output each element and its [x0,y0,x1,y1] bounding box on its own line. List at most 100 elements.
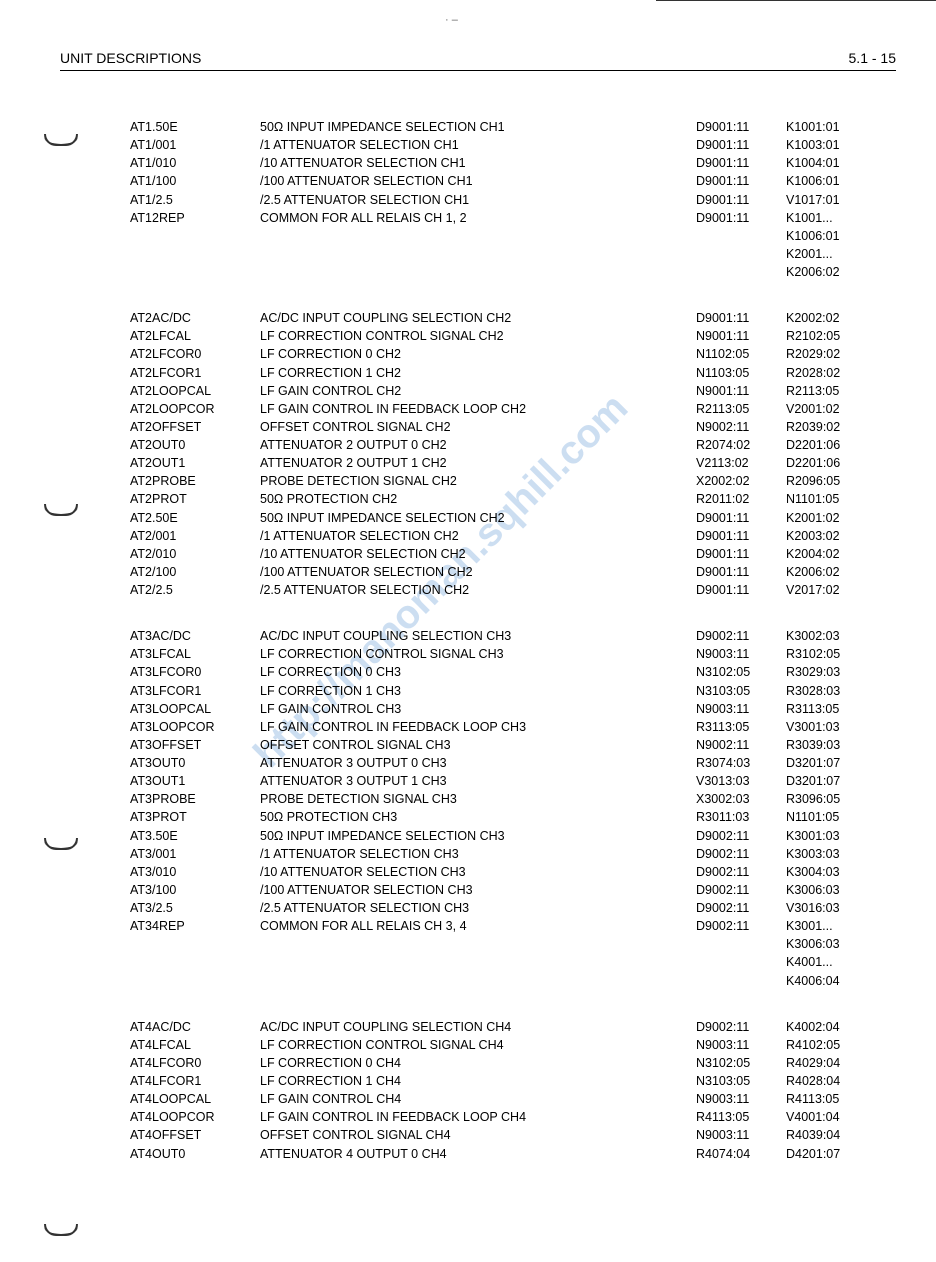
signal-id: AT3/2.5 [130,899,260,917]
ref-b: N1101:05 [786,808,876,826]
ref-b: K2001... [786,245,876,263]
signal-id: AT3LFCOR0 [130,663,260,681]
ref-b: K1006:01 [786,227,876,245]
table-row: AT3LFCOR1LF CORRECTION 1 CH3N3103:05R302… [130,682,876,700]
top-separator-mark: · – [445,14,505,26]
signal-description: /1 ATTENUATOR SELECTION CH2 [260,527,696,545]
ref-b: R4113:05 [786,1090,876,1108]
signal-description: LF GAIN CONTROL CH2 [260,382,696,400]
ref-b: K4006:04 [786,972,876,990]
signal-group: AT2AC/DCAC/DC INPUT COUPLING SELECTION C… [130,309,876,599]
signal-description: /100 ATTENUATOR SELECTION CH3 [260,881,696,899]
signal-description: LF CORRECTION CONTROL SIGNAL CH4 [260,1036,696,1054]
ref-a: R3113:05 [696,718,786,736]
signal-id: AT2LFCAL [130,327,260,345]
signal-id: AT3OUT0 [130,754,260,772]
table-row: AT1/010/10 ATTENUATOR SELECTION CH1D9001… [130,154,876,172]
signal-description: /2.5 ATTENUATOR SELECTION CH1 [260,191,696,209]
signal-description: ATTENUATOR 3 OUTPUT 1 CH3 [260,772,696,790]
signal-description: LF GAIN CONTROL IN FEEDBACK LOOP CH3 [260,718,696,736]
ref-a: R3074:03 [696,754,786,772]
ref-b: D3201:07 [786,772,876,790]
signal-description: OFFSET CONTROL SIGNAL CH3 [260,736,696,754]
signal-id: AT1/2.5 [130,191,260,209]
signal-id: AT1/100 [130,172,260,190]
signal-group: AT1.50E50Ω INPUT IMPEDANCE SELECTION CH1… [130,118,876,281]
ref-a: V3013:03 [696,772,786,790]
ref-a: D9002:11 [696,1018,786,1036]
table-row-continuation: ...K2001... [130,245,876,263]
signal-id: AT4OFFSET [130,1126,260,1144]
ref-a: N3103:05 [696,682,786,700]
ref-a: D9002:11 [696,863,786,881]
table-row: AT2/010/10 ATTENUATOR SELECTION CH2D9001… [130,545,876,563]
ref-b: K2006:02 [786,563,876,581]
table-row: AT3AC/DCAC/DC INPUT COUPLING SELECTION C… [130,627,876,645]
table-row-continuation: ...K1006:01 [130,227,876,245]
signal-description: OFFSET CONTROL SIGNAL CH2 [260,418,696,436]
signal-id: AT1/010 [130,154,260,172]
ref-b: K3006:03 [786,881,876,899]
signal-id: AT3AC/DC [130,627,260,645]
signal-description: /10 ATTENUATOR SELECTION CH1 [260,154,696,172]
ref-a: D9001:11 [696,527,786,545]
top-right-line [656,0,936,1]
signal-id: AT3/001 [130,845,260,863]
signal-description: ATTENUATOR 3 OUTPUT 0 CH3 [260,754,696,772]
table-row: AT3/010/10 ATTENUATOR SELECTION CH3D9002… [130,863,876,881]
signal-id: AT2LOOPCAL [130,382,260,400]
ref-a: N3102:05 [696,663,786,681]
table-row: AT2LFCALLF CORRECTION CONTROL SIGNAL CH2… [130,327,876,345]
signal-description: ATTENUATOR 2 OUTPUT 1 CH2 [260,454,696,472]
signal-id: AT2LFCOR0 [130,345,260,363]
ref-b: R2039:02 [786,418,876,436]
table-row: AT3/001/1 ATTENUATOR SELECTION CH3D9002:… [130,845,876,863]
margin-mark-icon [44,128,78,146]
ref-a: D9001:11 [696,581,786,599]
ref-a: R2011:02 [696,490,786,508]
ref-a: R4113:05 [696,1108,786,1126]
signal-id: AT1/001 [130,136,260,154]
signal-group: AT3AC/DCAC/DC INPUT COUPLING SELECTION C… [130,627,876,990]
signal-id: AT4LFCAL [130,1036,260,1054]
ref-a: D9001:11 [696,545,786,563]
table-row-continuation: ...K4006:04 [130,972,876,990]
table-row: AT3OUT0ATTENUATOR 3 OUTPUT 0 CH3R3074:03… [130,754,876,772]
table-row: AT34REPCOMMON FOR ALL RELAIS CH 3, 4D900… [130,917,876,935]
ref-a: D9002:11 [696,917,786,935]
ref-b: R3102:05 [786,645,876,663]
ref-b: R4029:04 [786,1054,876,1072]
signal-description: LF CORRECTION CONTROL SIGNAL CH3 [260,645,696,663]
ref-b: R4028:04 [786,1072,876,1090]
signal-description: LF CORRECTION CONTROL SIGNAL CH2 [260,327,696,345]
table-row: AT3OFFSETOFFSET CONTROL SIGNAL CH3N9002:… [130,736,876,754]
table-row: AT3PROBEPROBE DETECTION SIGNAL CH3X3002:… [130,790,876,808]
table-row: AT1.50E50Ω INPUT IMPEDANCE SELECTION CH1… [130,118,876,136]
signal-table: AT1.50E50Ω INPUT IMPEDANCE SELECTION CH1… [130,118,876,1191]
ref-b: R4102:05 [786,1036,876,1054]
ref-b: K2003:02 [786,527,876,545]
ref-a: N9001:11 [696,382,786,400]
signal-description: COMMON FOR ALL RELAIS CH 3, 4 [260,917,696,935]
ref-b: K1003:01 [786,136,876,154]
signal-description: LF GAIN CONTROL IN FEEDBACK LOOP CH4 [260,1108,696,1126]
table-row: AT3OUT1ATTENUATOR 3 OUTPUT 1 CH3V3013:03… [130,772,876,790]
table-row: AT4OUT0ATTENUATOR 4 OUTPUT 0 CH4R4074:04… [130,1145,876,1163]
ref-a: N9003:11 [696,1090,786,1108]
table-row: AT2LOOPCALLF GAIN CONTROL CH2N9001:11R21… [130,382,876,400]
signal-id: AT4LFCOR0 [130,1054,260,1072]
signal-id: AT4AC/DC [130,1018,260,1036]
table-row: AT3/2.5/2.5 ATTENUATOR SELECTION CH3D900… [130,899,876,917]
signal-description: 50Ω INPUT IMPEDANCE SELECTION CH3 [260,827,696,845]
table-row: AT1/100/100 ATTENUATOR SELECTION CH1D900… [130,172,876,190]
ref-a: D9002:11 [696,845,786,863]
ref-b: K3004:03 [786,863,876,881]
ref-b: V3016:03 [786,899,876,917]
signal-id: AT2OUT1 [130,454,260,472]
signal-description: /10 ATTENUATOR SELECTION CH2 [260,545,696,563]
signal-description: /1 ATTENUATOR SELECTION CH3 [260,845,696,863]
signal-id: AT3LOOPCAL [130,700,260,718]
ref-b: R3028:03 [786,682,876,700]
ref-b: D3201:07 [786,754,876,772]
signal-description: PROBE DETECTION SIGNAL CH3 [260,790,696,808]
